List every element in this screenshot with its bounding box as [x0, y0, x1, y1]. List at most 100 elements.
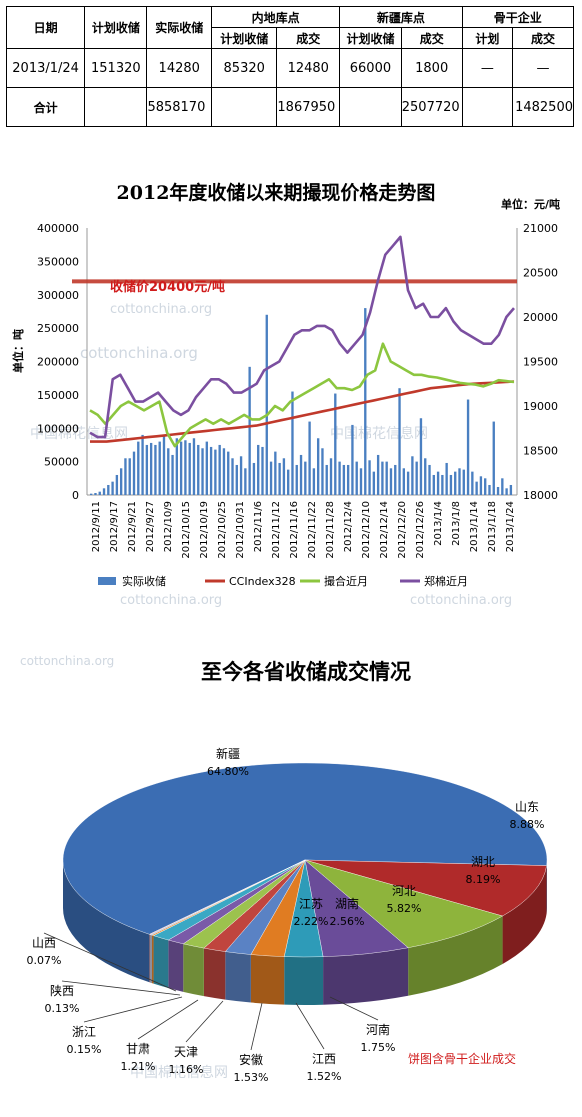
pie-value: 8.19%: [466, 873, 501, 886]
line-series: [72, 235, 517, 448]
bar-actual-storage: [261, 446, 264, 495]
x-tick-label: 2012/10/19: [199, 501, 210, 559]
bar-actual-storage: [227, 451, 230, 495]
series-line: [90, 380, 515, 443]
x-tick-label: 2013/1/4: [433, 501, 444, 546]
pie-slice-side: [168, 940, 184, 992]
y-right-tick-label: 20500: [523, 267, 558, 280]
pie-slice-side: [62, 860, 150, 983]
x-tick-label: 2012/10/31: [235, 501, 246, 559]
pie-slice: [304, 859, 504, 948]
x-tick-label: 2012/12/14: [379, 501, 390, 559]
x-tick-label: 2012/9/11: [91, 501, 102, 552]
price-trend-chart: cottonchina.org cottonchina.org 中国棉花信息网 …: [11, 181, 560, 608]
pie-leader-line: [83, 996, 183, 1023]
bar-actual-storage: [252, 462, 256, 495]
bar-series: [90, 308, 513, 495]
legend-item: 郑棉近月: [424, 574, 468, 588]
x-tick-label: 2012/12/20: [397, 501, 408, 559]
bar-actual-storage: [162, 436, 166, 495]
bar-actual-storage: [167, 448, 170, 495]
bar-actual-storage: [269, 461, 273, 495]
x-tick-label: 2012/11/6: [253, 501, 264, 552]
x-tick-label: 2012/12/4: [343, 501, 354, 552]
bar-actual-storage: [505, 488, 508, 495]
bar-actual-storage: [205, 441, 208, 495]
bar-actual-storage: [141, 434, 144, 495]
pie-value: 1.52%: [307, 1070, 342, 1083]
x-tick-label: 2012/9/27: [145, 501, 156, 552]
bar-actual-storage: [484, 478, 487, 495]
right-axis-unit: 单位：元/吨: [501, 197, 560, 211]
bar-actual-storage: [411, 456, 414, 495]
bar-actual-storage: [424, 458, 427, 495]
bar-actual-storage: [381, 461, 384, 495]
pie-value: 0.15%: [67, 1043, 102, 1056]
bar-actual-storage: [158, 441, 161, 495]
y-right-tick-label: 19500: [523, 356, 558, 369]
bar-actual-storage: [295, 464, 298, 495]
x-tick-label: 2013/1/18: [487, 501, 498, 552]
y-right-tick-label: 20000: [523, 311, 558, 324]
bar-actual-storage: [274, 451, 277, 495]
x-tick-label: 2013/1/24: [505, 501, 516, 552]
pie-value: 1.75%: [361, 1041, 396, 1054]
bar-actual-storage: [171, 454, 174, 495]
cell-total-xj-plan: [339, 87, 402, 127]
bar-actual-storage: [406, 471, 410, 495]
bar-actual-storage: [304, 461, 307, 495]
x-tick-label: 2012/11/16: [289, 501, 300, 559]
pie-leader-line: [185, 1000, 224, 1043]
pie-slice-side: [183, 943, 204, 997]
legend-item: 实际收储: [122, 574, 166, 588]
cell-bb-deal: —: [512, 48, 574, 88]
pie-label: 河北: [392, 884, 416, 898]
bar-actual-storage: [479, 476, 483, 495]
bar-actual-storage: [111, 481, 114, 495]
bar-actual-storage: [119, 468, 123, 495]
bar-actual-storage: [231, 458, 234, 495]
x-tick-label: 2012/10/25: [217, 501, 228, 559]
pie-slices: [62, 762, 548, 1005]
bar-actual-storage: [287, 469, 290, 495]
bar-actual-storage: [291, 391, 294, 495]
pie-slice-side: [408, 916, 503, 996]
header-date: 日期: [5, 6, 86, 49]
x-tick-label: 2012/10/15: [181, 501, 192, 559]
pie-slice-side: [203, 948, 226, 1000]
header-backbone: 骨干企业: [461, 6, 575, 28]
watermark: 中国棉花信息网: [130, 1064, 228, 1081]
header-bb-deal: 成交: [512, 27, 574, 49]
y-left-tick-label: 50000: [44, 456, 79, 469]
bar-actual-storage: [496, 486, 500, 495]
pie-label: 浙江: [72, 1025, 96, 1039]
y-right-tick-label: 21000: [523, 222, 558, 235]
bar-actual-storage: [445, 462, 448, 495]
cell-inland-plan: 85320: [211, 48, 278, 88]
cell-plan: 151320: [84, 48, 148, 88]
bar-actual-storage: [462, 469, 465, 495]
pie-chart-title: 至今各省收储成交情况: [201, 660, 411, 684]
pie-slice-side: [323, 947, 409, 1005]
bar-actual-storage: [458, 468, 461, 495]
bar-actual-storage: [492, 421, 495, 495]
line-chart-title: 2012年度收储以来期撮现价格走势图: [117, 181, 436, 204]
pie-slice: [148, 859, 306, 935]
bar-actual-storage: [94, 492, 97, 495]
pie-label: 山西: [32, 936, 56, 950]
pie-labels: 新疆 64.80% 山东 8.88% 湖北 8.19% 河北 5.82% 湖南 2.56% 江苏 2.…: [27, 746, 545, 1084]
bar-actual-storage: [321, 448, 324, 495]
bar-actual-storage: [325, 464, 328, 495]
bar-actual-storage: [475, 481, 478, 495]
bar-actual-storage: [419, 418, 423, 495]
bar-actual-storage: [394, 464, 397, 495]
line-chart-axes: 0 50000 100000 150000 200000 250000 300000 3500…: [37, 222, 558, 559]
bar-actual-storage: [184, 440, 187, 495]
series-line: [89, 342, 515, 448]
pie-value: 2.56%: [330, 915, 365, 928]
cell-date: 2013/1/24: [5, 48, 86, 88]
bar-actual-storage: [338, 461, 341, 495]
bar-actual-storage: [488, 484, 491, 495]
pie-label: 河南: [366, 1022, 390, 1037]
pie-label: 新疆: [216, 746, 240, 761]
